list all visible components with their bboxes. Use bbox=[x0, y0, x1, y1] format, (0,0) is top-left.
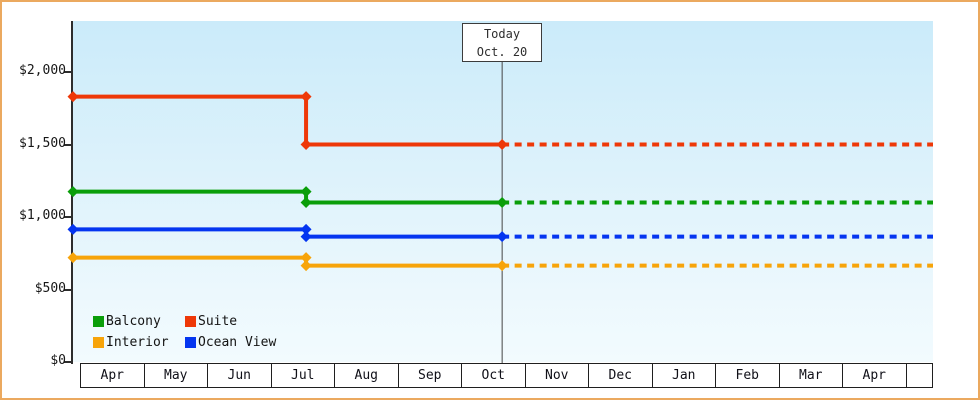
data-point-balcony bbox=[496, 197, 508, 208]
data-point-interior bbox=[300, 260, 312, 272]
month-band: Apr May Jun Jul Aug Sep Oct Nov Dec Jan Feb Mar Apr bbox=[80, 363, 933, 388]
y-axis-label: $0 bbox=[50, 353, 66, 368]
data-point-interior bbox=[67, 252, 79, 264]
data-point-suite bbox=[300, 139, 312, 150]
y-axis-tick bbox=[64, 143, 72, 146]
data-point-interior bbox=[496, 260, 508, 272]
legend-swatch-balcony bbox=[93, 316, 104, 327]
chart-svg bbox=[67, 62, 933, 363]
data-point-interior bbox=[300, 252, 312, 264]
legend-item-balcony: Balcony bbox=[93, 314, 185, 329]
y-axis-label: $2,000 bbox=[19, 63, 66, 78]
y-axis-label: $500 bbox=[34, 280, 66, 296]
month-band-filler bbox=[907, 364, 933, 387]
month-cell-dec: Dec bbox=[589, 364, 653, 387]
series-line-interior bbox=[73, 255, 503, 268]
data-point-ocean-view bbox=[496, 231, 508, 243]
data-point-suite bbox=[300, 91, 312, 103]
series-line-suite bbox=[73, 94, 503, 147]
month-cell-oct: Oct bbox=[462, 364, 526, 387]
legend-item-suite: Suite bbox=[185, 314, 276, 329]
month-cell-apr: Apr bbox=[843, 364, 907, 387]
legend-item-ocean-view: Ocean View bbox=[185, 335, 276, 350]
data-point-suite bbox=[496, 139, 508, 150]
month-cell-sep: Sep bbox=[399, 364, 462, 387]
data-point-ocean-view bbox=[300, 231, 312, 243]
month-cell-feb: Feb bbox=[716, 364, 780, 387]
y-axis-tick bbox=[64, 288, 72, 291]
legend-label-balcony: Balcony bbox=[106, 314, 161, 329]
month-cell-jun: Jun bbox=[208, 364, 272, 387]
today-date: Oct. 20 bbox=[476, 45, 528, 59]
y-axis-tick bbox=[64, 216, 72, 218]
series-line-ocean-view bbox=[73, 227, 503, 239]
y-axis-label: $1,000 bbox=[19, 208, 66, 223]
data-point-suite bbox=[67, 91, 79, 103]
data-point-balcony bbox=[67, 186, 79, 198]
month-cell-aug: Aug bbox=[335, 364, 399, 387]
y-axis-tick bbox=[64, 361, 72, 363]
legend-label-interior: Interior bbox=[106, 335, 169, 350]
today-label: Today bbox=[483, 27, 521, 41]
data-point-ocean-view bbox=[300, 223, 312, 235]
legend-swatch-ocean-view bbox=[185, 337, 196, 348]
month-cell-may: May bbox=[145, 364, 208, 387]
data-point-balcony bbox=[300, 186, 312, 198]
legend-item-interior: Interior bbox=[93, 335, 185, 350]
month-cell-apr: Apr bbox=[81, 364, 145, 387]
today-box: Today Oct. 20 bbox=[462, 23, 542, 62]
data-point-balcony bbox=[300, 197, 312, 208]
legend-swatch-interior bbox=[93, 337, 104, 348]
month-cell-jul: Jul bbox=[272, 364, 335, 387]
legend-swatch-suite bbox=[185, 316, 196, 327]
month-cell-mar: Mar bbox=[780, 364, 843, 387]
data-point-ocean-view bbox=[67, 223, 79, 235]
series-line-balcony bbox=[73, 189, 503, 205]
y-axis-label: $1,500 bbox=[19, 135, 66, 151]
y-axis-tick bbox=[64, 71, 72, 73]
month-cell-nov: Nov bbox=[526, 364, 589, 387]
month-cell-jan: Jan bbox=[653, 364, 716, 387]
legend-label-suite: Suite bbox=[198, 314, 238, 329]
legend-label-ocean-view: Ocean View bbox=[198, 335, 277, 350]
legend: Balcony Suite Interior Ocean View bbox=[93, 314, 276, 350]
